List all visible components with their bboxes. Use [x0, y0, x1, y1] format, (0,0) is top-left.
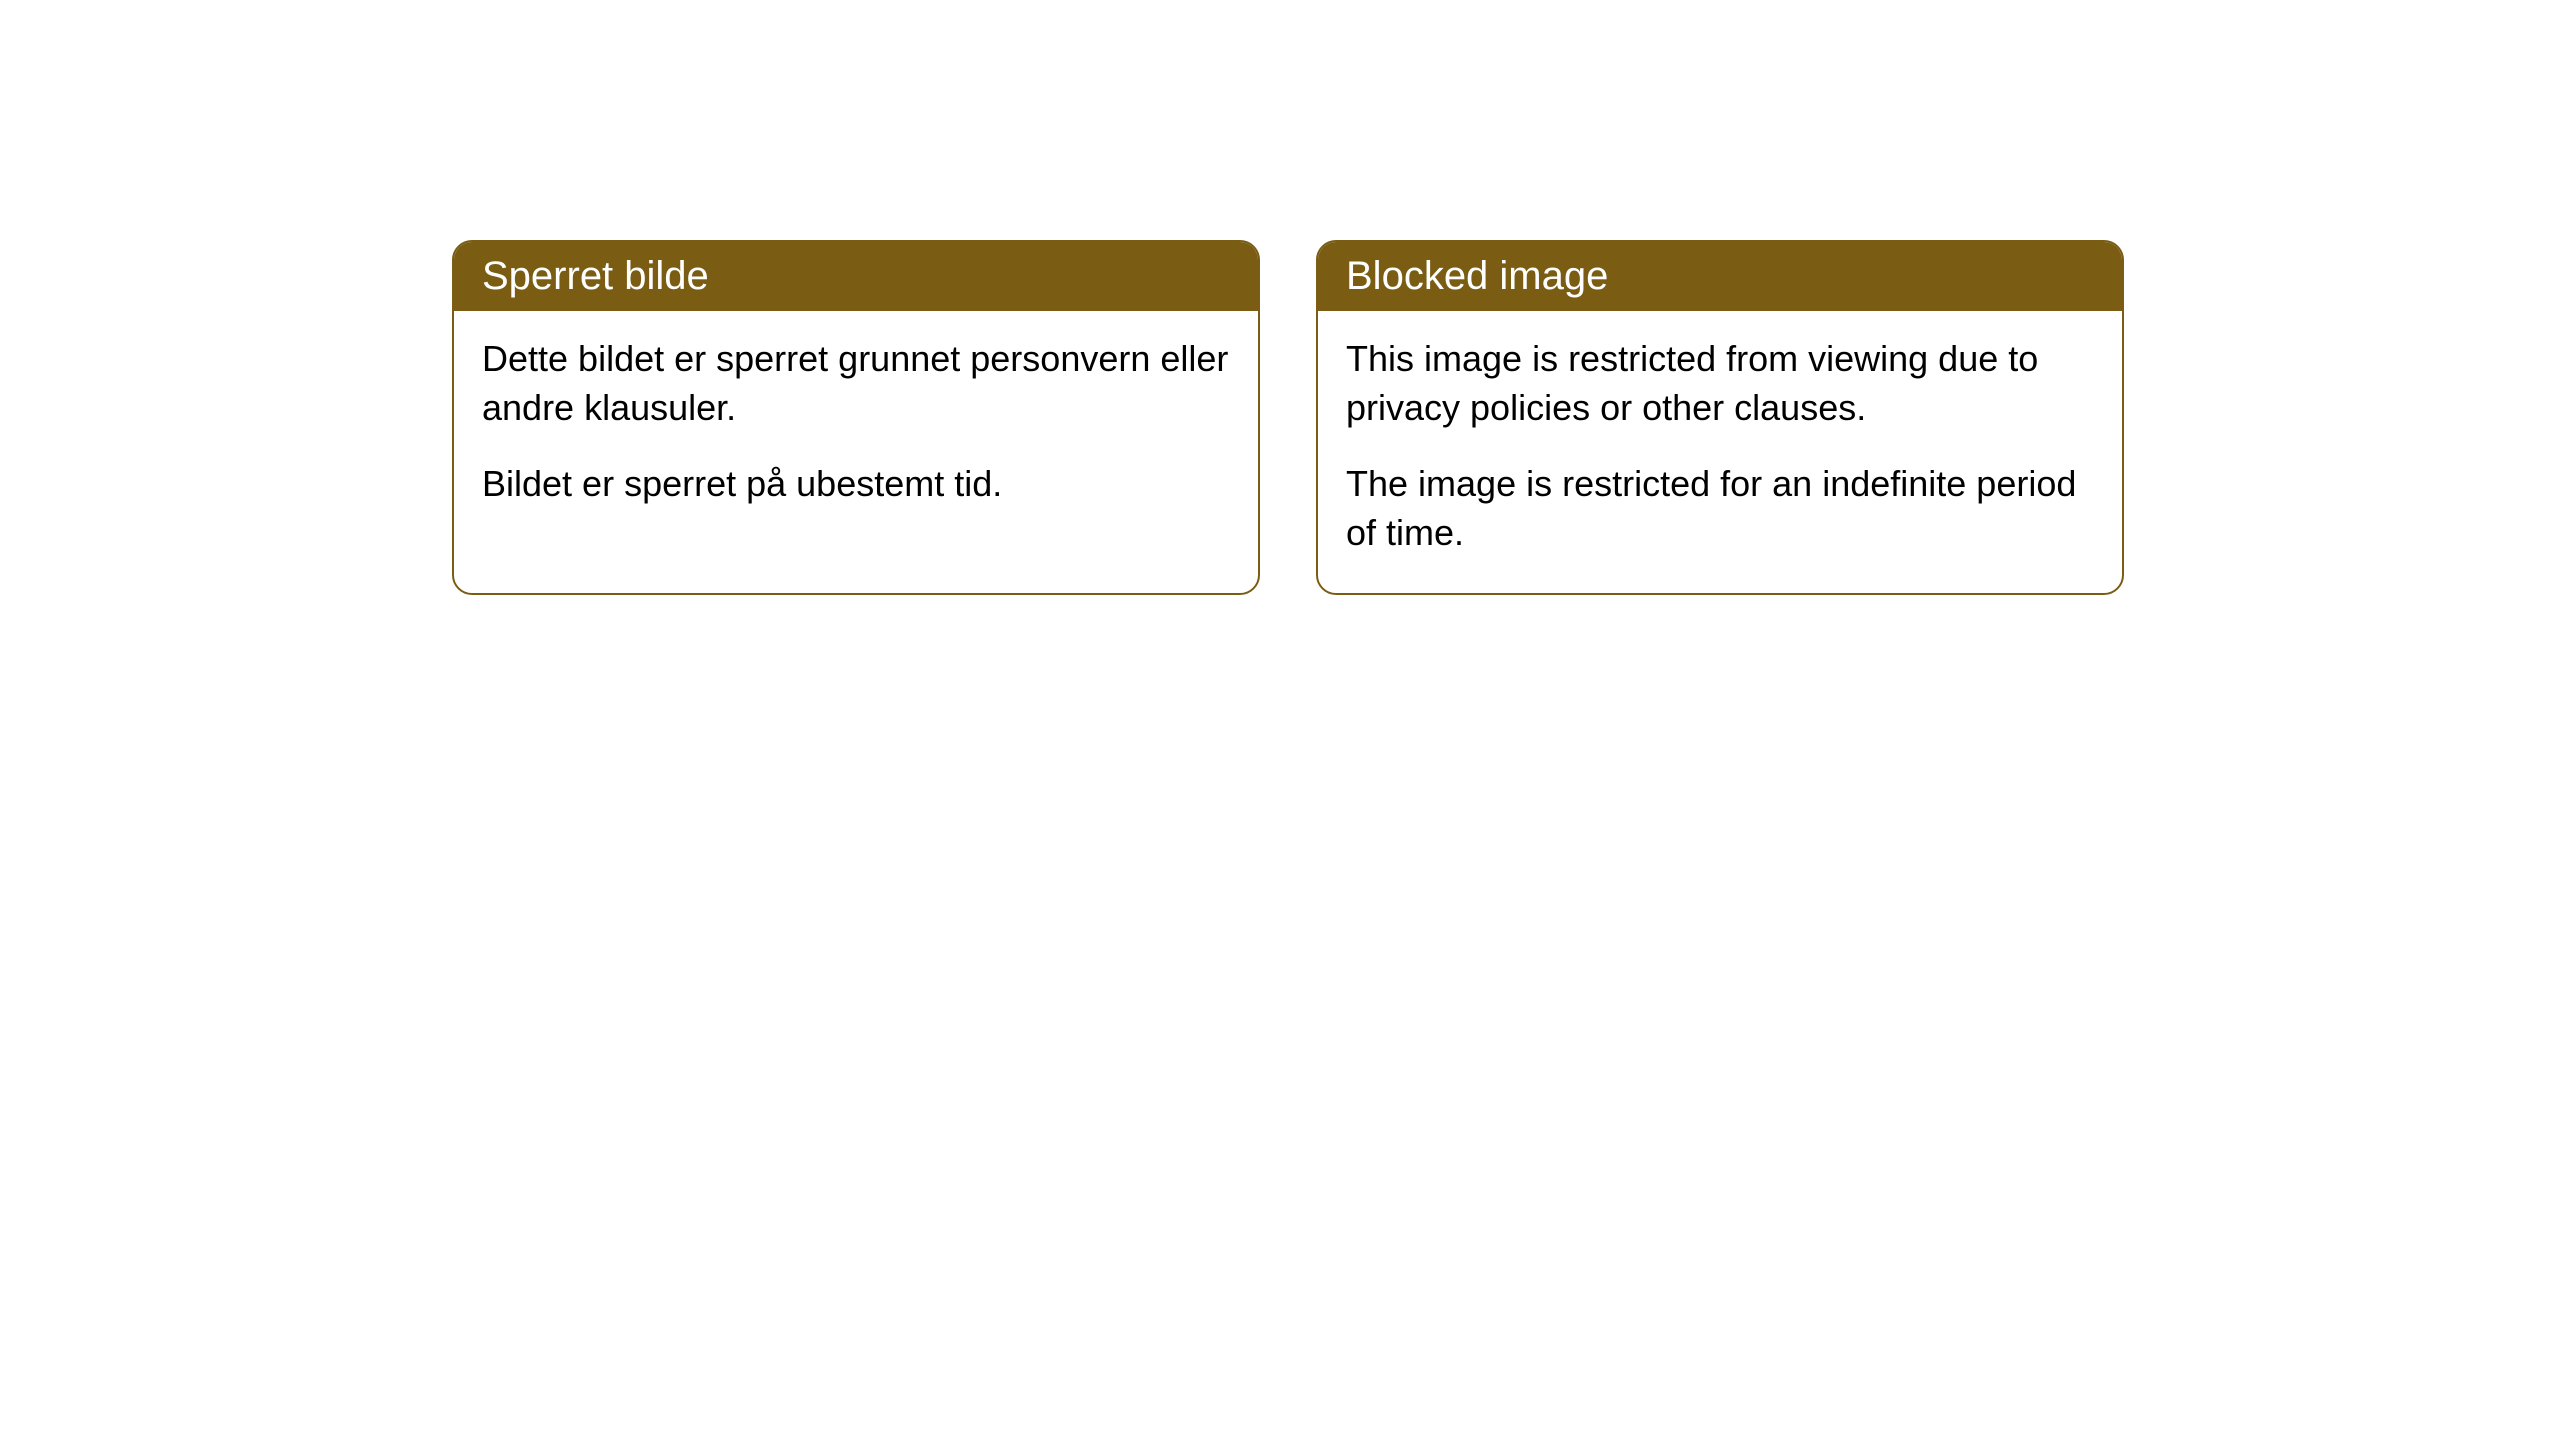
- card-paragraph-1-no: Dette bildet er sperret grunnet personve…: [482, 335, 1230, 432]
- card-paragraph-2-en: The image is restricted for an indefinit…: [1346, 460, 2094, 557]
- notice-cards-container: Sperret bilde Dette bildet er sperret gr…: [452, 240, 2124, 595]
- card-body-no: Dette bildet er sperret grunnet personve…: [454, 311, 1258, 545]
- blocked-image-card-no: Sperret bilde Dette bildet er sperret gr…: [452, 240, 1260, 595]
- card-title-no: Sperret bilde: [454, 242, 1258, 311]
- blocked-image-card-en: Blocked image This image is restricted f…: [1316, 240, 2124, 595]
- card-title-en: Blocked image: [1318, 242, 2122, 311]
- card-body-en: This image is restricted from viewing du…: [1318, 311, 2122, 593]
- card-paragraph-1-en: This image is restricted from viewing du…: [1346, 335, 2094, 432]
- card-paragraph-2-no: Bildet er sperret på ubestemt tid.: [482, 460, 1230, 509]
